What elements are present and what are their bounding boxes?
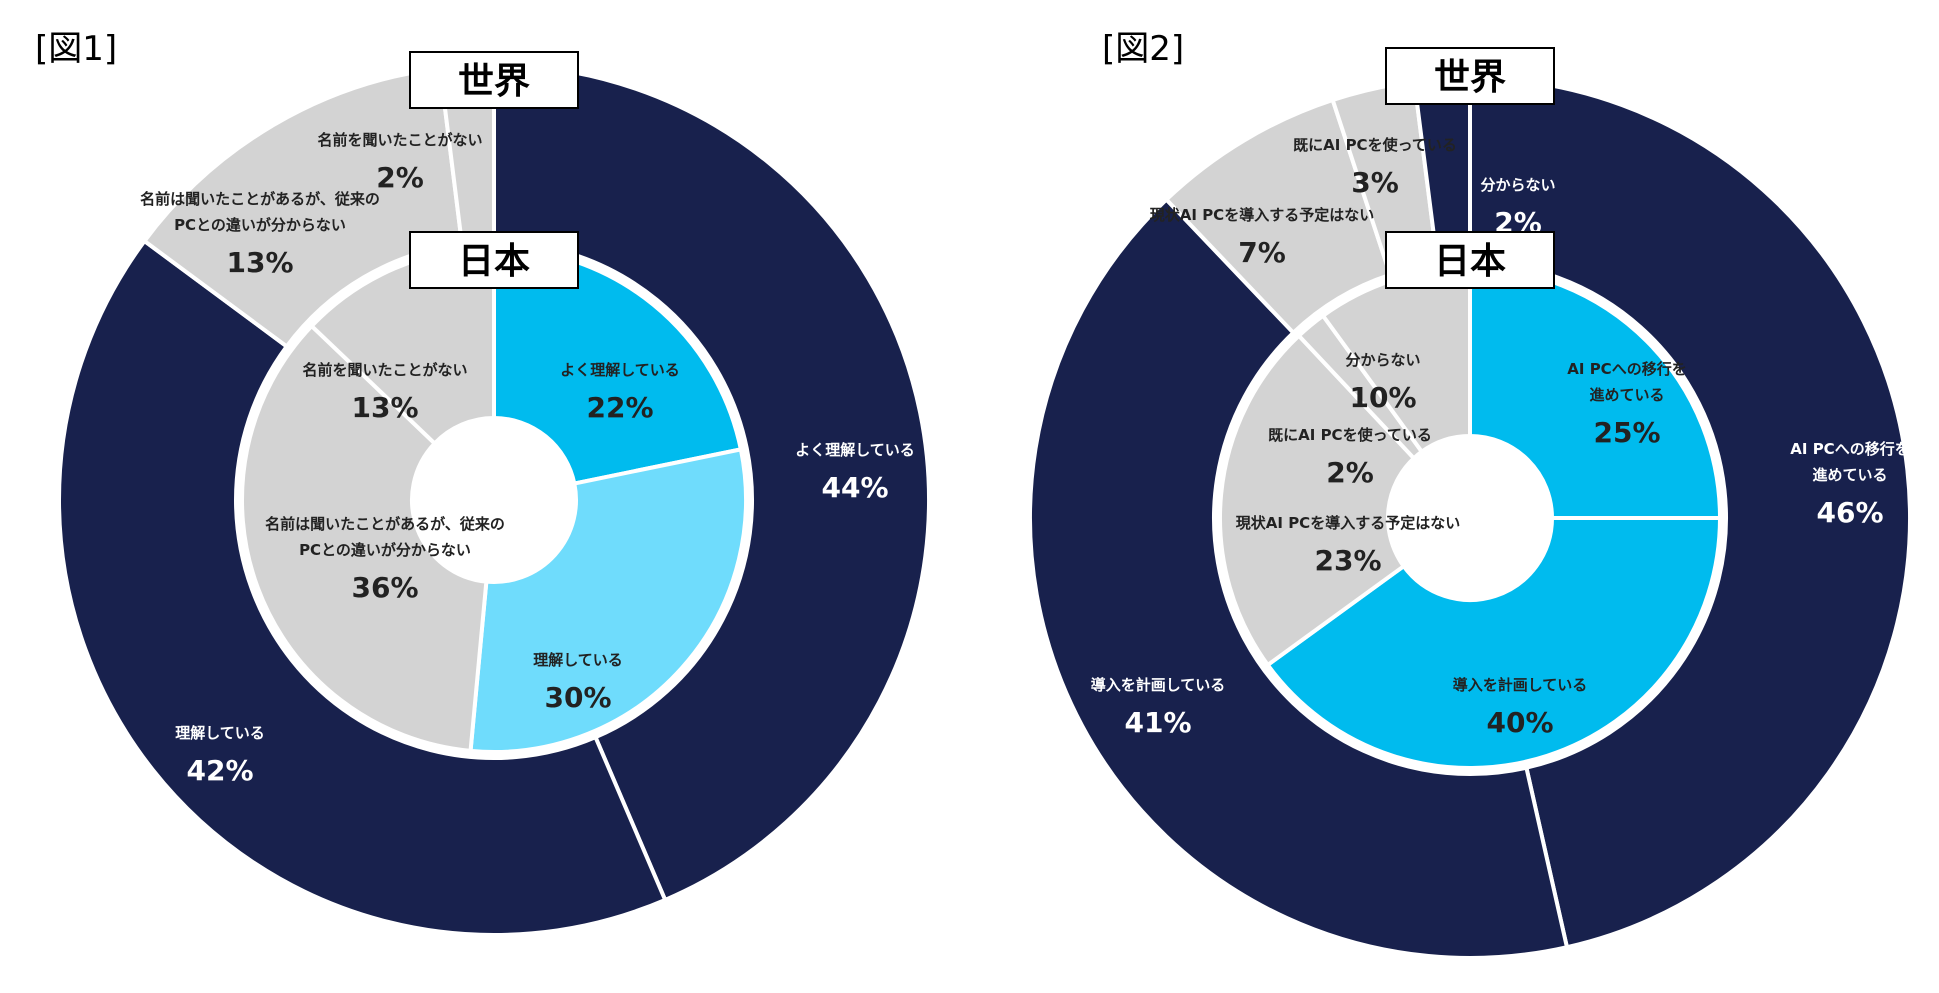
fig1-outer-slice-3-label: 名前を聞いたことがない [317, 131, 482, 149]
fig2-japan-title-label: 日本 [1434, 241, 1506, 282]
fig1-outer-slice-1-label: 理解している [175, 724, 265, 742]
figure-2-label: [図2] [1102, 29, 1184, 69]
fig1-outer-slice-0 [492, 62, 931, 903]
fig2-inner-slice-0 [1468, 265, 1723, 520]
fig2-japan-title-box [1385, 231, 1555, 289]
fig2-outer-slice-1-value: 41% [1124, 706, 1191, 739]
fig2-center-hole [1388, 436, 1552, 600]
fig2-inner-slice-4-value: 10% [1349, 381, 1416, 414]
fig1-inner-slice-3-value: 13% [351, 391, 418, 424]
fig1-inner-slice-0-value: 22% [586, 391, 653, 424]
fig1-outer-slice-1 [57, 238, 668, 937]
fig2-inner-slice-3-value: 2% [1326, 456, 1374, 489]
fig1-inner-slice-2-value: 36% [351, 571, 418, 604]
fig1-outer-slice-0-label: よく理解している [795, 441, 915, 459]
fig1-world-title-label: 世界 [458, 61, 530, 102]
figure-1-label: [図1] [35, 29, 117, 69]
fig1-japan-title-box [409, 231, 579, 289]
fig2-inner-slice-4-label: 分からない [1345, 351, 1420, 369]
fig2-outer-slice-1 [1028, 196, 1570, 960]
fig2-outer-slice-0-value: 46% [1816, 496, 1883, 529]
fig1-inner-slice-2-label: PCとの違いが分からない [299, 541, 471, 559]
fig2-inner-slice-2-label: 現状AI PCを導入する予定はない [1236, 514, 1460, 532]
fig1-outer-slice-2-label: 名前は聞いたことがあるが、従来の [140, 190, 380, 208]
fig2-outer-slice-3-label: 既にAI PCを使っている [1293, 136, 1457, 154]
fig2-inner-slice-1-label: 導入を計画している [1453, 676, 1588, 694]
fig1-outer-slice-0-value: 44% [821, 471, 888, 504]
fig1-inner-slice-1-value: 30% [544, 681, 611, 714]
fig2-inner-slice-0-value: 25% [1593, 416, 1660, 449]
fig2-world-title-label: 世界 [1434, 57, 1506, 98]
fig1-inner-slice-2-label: 名前は聞いたことがあるが、従来の [265, 515, 505, 533]
fig1-inner-slice-0-label: よく理解している [560, 361, 680, 379]
fig1-outer-slice-2-value: 13% [226, 246, 293, 279]
fig2-inner-slice-2-value: 23% [1314, 544, 1381, 577]
fig1-world-title-box [409, 51, 579, 109]
fig1-outer-slice-2-label: PCとの違いが分からない [174, 216, 346, 234]
fig2-outer-slice-3-value: 3% [1351, 166, 1399, 199]
fig1-japan-title-label: 日本 [458, 241, 530, 282]
fig2-world-title-box [1385, 47, 1555, 105]
fig2-inner-slice-0-label: AI PCへの移行を [1567, 360, 1686, 378]
fig1-inner-slice-0 [492, 245, 744, 486]
fig2-outer-slice-0-label: 進めている [1812, 466, 1887, 484]
fig2-outer-slice-2-label: 現状AI PCを導入する予定はない [1150, 206, 1374, 224]
fig2-outer-slice-0 [1468, 75, 1912, 950]
fig2-outer-slice-2-value: 7% [1238, 236, 1286, 269]
figure-1-donut-chart: [図1] よく理解している 44% 理解している 42% 名前は聞いたことがあるが、従来の… [35, 29, 931, 937]
fig1-inner-slice-1-label: 理解している [533, 651, 623, 669]
fig2-outer-slice-0-label: AI PCへの移行を [1790, 440, 1909, 458]
fig2-inner-slice-3-label: 既にAI PCを使っている [1268, 426, 1432, 444]
fig2-inner-slice-1-value: 40% [1486, 706, 1553, 739]
fig1-center-hole [412, 418, 576, 582]
fig1-inner-slice-3-label: 名前を聞いたことがない [302, 361, 467, 379]
fig2-outer-slice-1-label: 導入を計画している [1091, 676, 1226, 694]
fig2-outer-slice-4-label: 分からない [1480, 176, 1555, 194]
fig2-inner-slice-0-label: 進めている [1589, 386, 1664, 404]
fig1-outer-slice-1-value: 42% [186, 754, 253, 787]
fig1-outer-slice-3-value: 2% [376, 161, 424, 194]
